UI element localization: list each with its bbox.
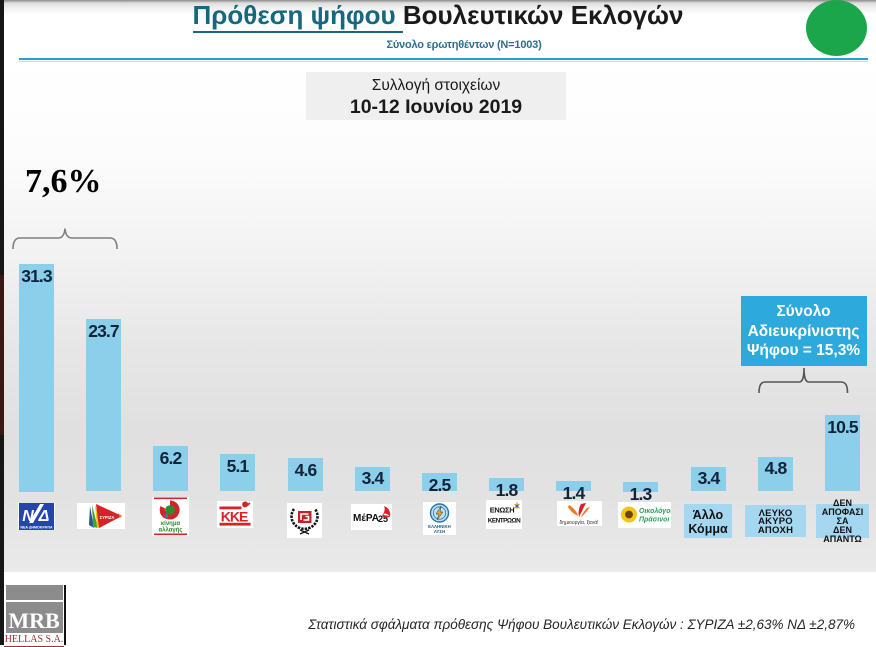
svg-text:Οικολόγοι: Οικολόγοι — [639, 507, 671, 515]
svg-text:ΝΕΑ ΔΗΜΟΚΡΑΤΙΑ: ΝΕΑ ΔΗΜΟΚΡΑΤΙΑ — [20, 526, 53, 530]
svg-text:ΕΛΛΗΝΙΚΗ: ΕΛΛΗΝΙΚΗ — [428, 524, 451, 529]
svg-text:25: 25 — [378, 514, 388, 524]
svg-text:αλλαγής: αλλαγής — [158, 528, 182, 534]
svg-text:ΚΕΝΤΡΩΩΝ: ΚΕΝΤΡΩΩΝ — [488, 518, 521, 525]
svg-text:Δ: Δ — [38, 508, 50, 525]
svg-text:κίνημα: κίνημα — [161, 521, 181, 527]
svg-text:ΣΥΡΙΖΑ: ΣΥΡΙΖΑ — [100, 515, 115, 520]
svg-text:ΚΚΕ: ΚΚΕ — [221, 509, 248, 525]
svg-text:δημιουργία, ξανά!: δημιουργία, ξανά! — [560, 519, 599, 526]
svg-text:Πράσινοι: Πράσινοι — [639, 517, 669, 524]
svg-text:ΛΥΣΗ: ΛΥΣΗ — [434, 529, 445, 534]
svg-text:ΜέΡΑ: ΜέΡΑ — [353, 513, 379, 524]
svg-text:ΕΝΩΣΗ: ΕΝΩΣΗ — [490, 506, 514, 515]
